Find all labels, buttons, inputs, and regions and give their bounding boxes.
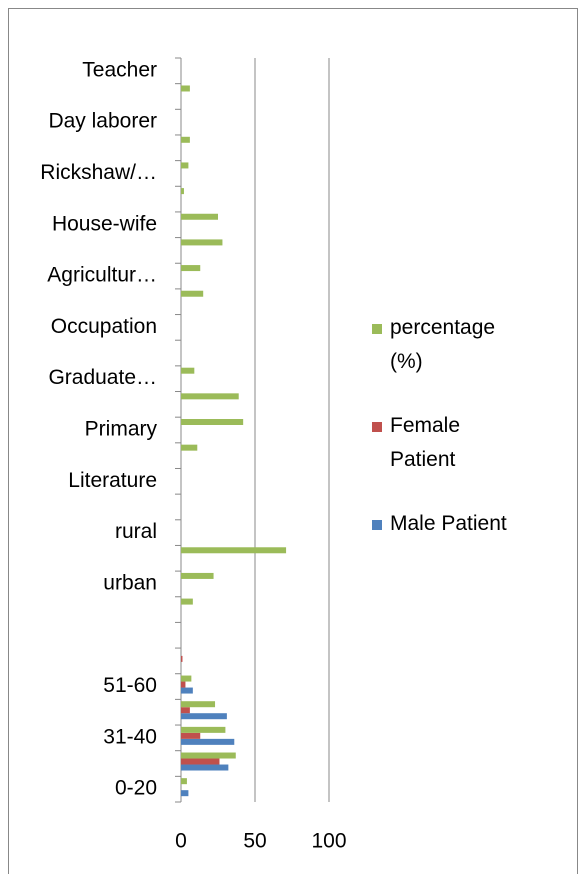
- bar: [181, 85, 190, 92]
- bar: [181, 681, 186, 688]
- bar: [181, 162, 189, 169]
- y-tick-label: Agricultur…: [47, 264, 157, 287]
- bar: [181, 738, 235, 745]
- bar: [181, 265, 201, 272]
- bar: [181, 707, 190, 714]
- bar: [181, 419, 244, 425]
- y-tick-label: Occupation: [51, 315, 157, 338]
- bar: [181, 713, 227, 720]
- legend-swatch: [372, 422, 382, 432]
- bar: [181, 758, 220, 765]
- bar: [181, 598, 193, 605]
- legend-swatch: [372, 520, 382, 530]
- bar: [181, 726, 226, 733]
- y-tick-label: urban: [103, 571, 157, 594]
- bar: [181, 188, 184, 195]
- y-tick-label: 31-40: [103, 725, 157, 748]
- bar: [181, 732, 201, 739]
- bar: [181, 675, 192, 682]
- x-tick-label: 0: [175, 830, 187, 853]
- legend-item: Male Patient: [372, 507, 522, 541]
- bar: [181, 213, 218, 220]
- bar: [181, 687, 193, 694]
- legend-label: Female Patient: [390, 414, 461, 471]
- y-tick-label: Rickshaw/…: [40, 161, 157, 184]
- y-tick-label: 0-20: [115, 777, 157, 800]
- bar: [181, 764, 229, 771]
- legend-label: Male Patient: [390, 512, 507, 535]
- y-tick-label: House-wife: [52, 212, 157, 235]
- bar: [181, 239, 223, 246]
- y-tick-label: Teacher: [82, 58, 157, 81]
- bar: [181, 290, 204, 297]
- bar: [181, 547, 287, 554]
- y-tick-label: Primary: [85, 418, 158, 441]
- bar: [181, 790, 189, 797]
- legend-item: Female Patient: [372, 409, 522, 477]
- legend-item: percentage (%): [372, 311, 522, 379]
- x-tick-label: 50: [243, 830, 266, 853]
- legend-label: percentage (%): [390, 316, 496, 373]
- x-tick-label: 100: [311, 830, 346, 853]
- y-tick-label: Literature: [68, 469, 157, 492]
- bar: [181, 393, 239, 400]
- y-tick-label: 51-60: [103, 674, 157, 697]
- bar: [181, 778, 187, 785]
- y-tick-label: Graduate…: [48, 366, 157, 389]
- bar: [181, 367, 195, 374]
- bar: [181, 701, 216, 708]
- legend-swatch: [372, 324, 382, 334]
- bar: [181, 136, 190, 143]
- y-tick-label: rural: [115, 520, 157, 543]
- bar: [181, 655, 183, 662]
- y-tick-label: Day laborer: [48, 110, 157, 133]
- bar: [181, 752, 236, 759]
- chart-border: [8, 8, 578, 874]
- bar: [181, 572, 214, 579]
- bar: [181, 444, 198, 451]
